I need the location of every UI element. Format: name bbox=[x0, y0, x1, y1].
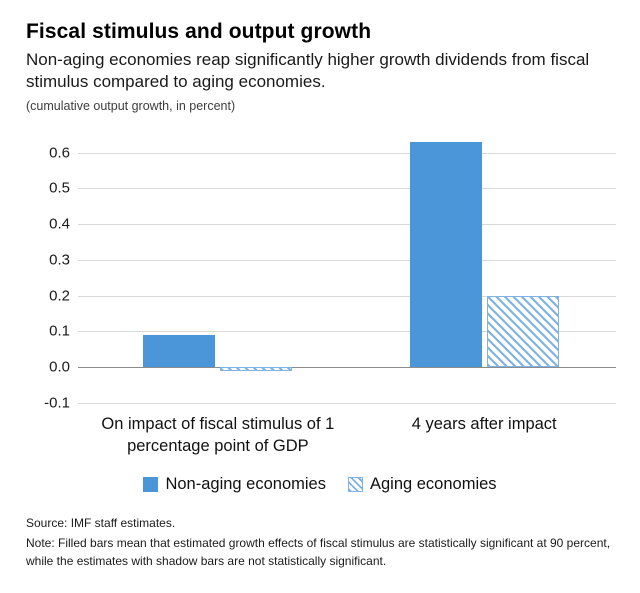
x-category-label-0: On impact of fiscal stimulus of 1 percen… bbox=[101, 414, 335, 456]
gridline bbox=[78, 295, 616, 297]
bar-non-aging-economies-0 bbox=[143, 334, 216, 368]
zero-gridline bbox=[78, 367, 616, 369]
y-tick-label: 0.4 bbox=[49, 215, 70, 233]
chart-title: Fiscal stimulus and output growth bbox=[26, 20, 372, 43]
y-tick-label: 0.5 bbox=[49, 179, 70, 197]
x-axis-labels: On impact of fiscal stimulus of 1 percen… bbox=[78, 413, 616, 475]
y-tick-label: 0.1 bbox=[49, 322, 70, 340]
legend-label: Non-aging economies bbox=[165, 474, 326, 493]
gridline bbox=[78, 224, 616, 226]
source-note: Source: IMF staff estimates. bbox=[26, 515, 176, 530]
bar-aging-economies-1 bbox=[486, 295, 559, 368]
y-tick-label: -0.1 bbox=[44, 394, 70, 412]
gridline bbox=[78, 152, 616, 154]
x-category-label-1: 4 years after impact bbox=[411, 414, 557, 433]
legend-item-non-aging-economies: Non-aging economies bbox=[143, 475, 326, 494]
gridline bbox=[78, 402, 616, 404]
plot-area: 0.6 0.5 0.4 0.3 0.2 0.1 0.0 -0.1 bbox=[44, 135, 616, 411]
bar-aging-economies-0 bbox=[220, 367, 293, 371]
y-tick-label: 0.3 bbox=[49, 251, 70, 269]
legend-swatch-aging-economies bbox=[347, 476, 363, 492]
y-tick-label: 0.2 bbox=[49, 287, 70, 305]
legend-swatch-non-aging-economies bbox=[143, 476, 159, 492]
gridline bbox=[78, 331, 616, 333]
chart-caption: (cumulative output growth, in percent) bbox=[26, 98, 236, 113]
y-tick-label: 0.6 bbox=[49, 144, 70, 162]
legend: Non-aging economies Aging economies bbox=[26, 475, 614, 494]
chart-subtitle: Non-aging economies reap significantly h… bbox=[26, 50, 590, 92]
footnote: Note: Filled bars mean that estimated gr… bbox=[26, 535, 611, 568]
gridline bbox=[78, 188, 616, 190]
gridline bbox=[78, 259, 616, 261]
bar-non-aging-economies-1 bbox=[409, 141, 482, 368]
legend-label: Aging economies bbox=[369, 474, 497, 493]
legend-item-aging-economies: Aging economies bbox=[347, 474, 497, 494]
y-tick-label: 0.0 bbox=[49, 358, 70, 376]
bar-chart: 0.6 0.5 0.4 0.3 0.2 0.1 0.0 -0.1 bbox=[44, 135, 616, 411]
